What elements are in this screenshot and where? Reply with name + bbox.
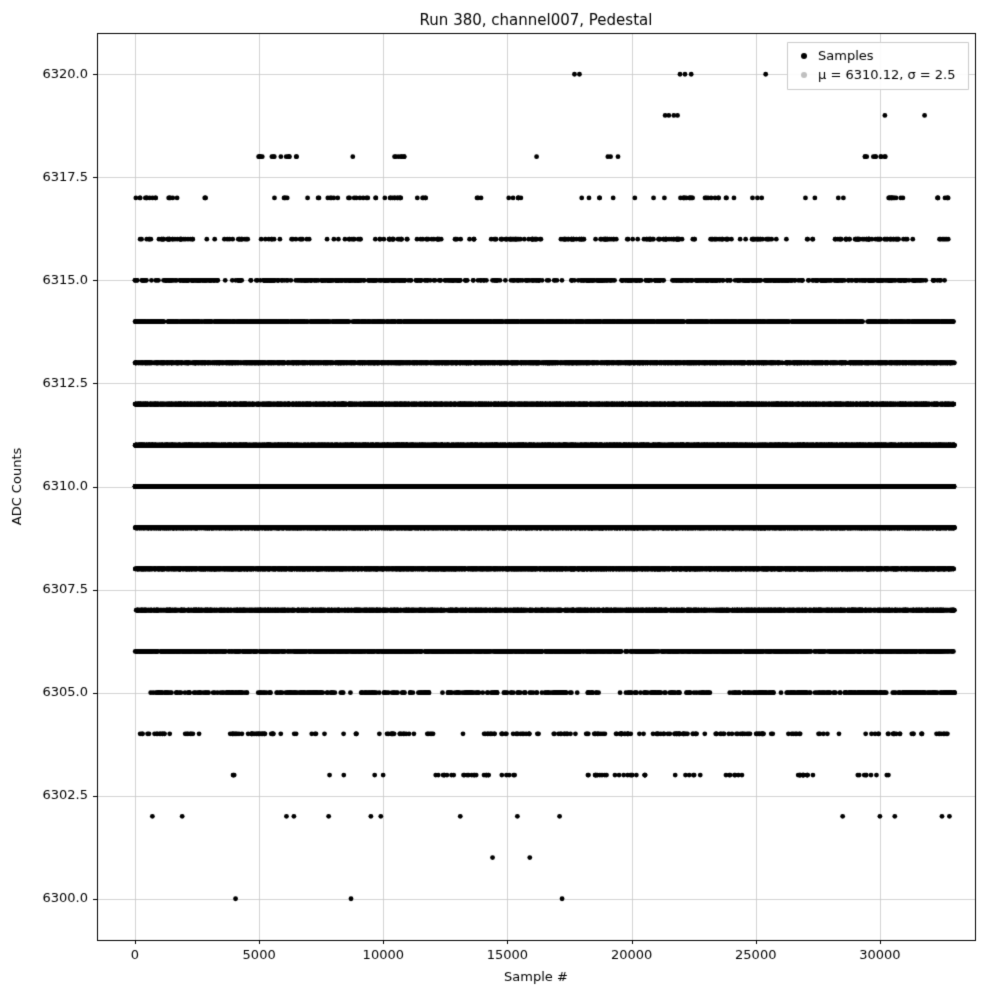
pedestal-scatter-plot-canvas <box>0 0 1000 1000</box>
figure-container <box>0 0 1000 1000</box>
